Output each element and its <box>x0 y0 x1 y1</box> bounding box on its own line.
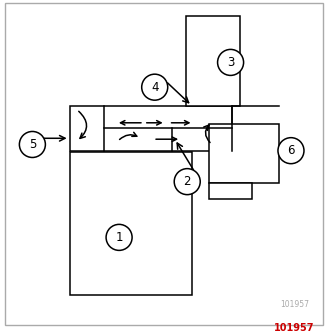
Bar <box>209 183 252 199</box>
Text: 4: 4 <box>151 81 158 94</box>
Bar <box>186 16 240 106</box>
Text: 2: 2 <box>183 175 191 188</box>
Text: 3: 3 <box>227 56 234 69</box>
Text: 101957: 101957 <box>280 300 310 309</box>
Bar <box>70 152 192 295</box>
Text: 1: 1 <box>115 231 123 244</box>
Bar <box>209 124 278 183</box>
Circle shape <box>217 49 244 75</box>
Text: 101957: 101957 <box>275 323 315 333</box>
Text: 6: 6 <box>287 144 295 157</box>
Circle shape <box>106 224 132 250</box>
Circle shape <box>278 138 304 164</box>
Bar <box>70 106 232 151</box>
Text: 5: 5 <box>29 138 36 151</box>
Circle shape <box>174 168 200 195</box>
Circle shape <box>19 132 45 158</box>
Circle shape <box>142 74 168 100</box>
